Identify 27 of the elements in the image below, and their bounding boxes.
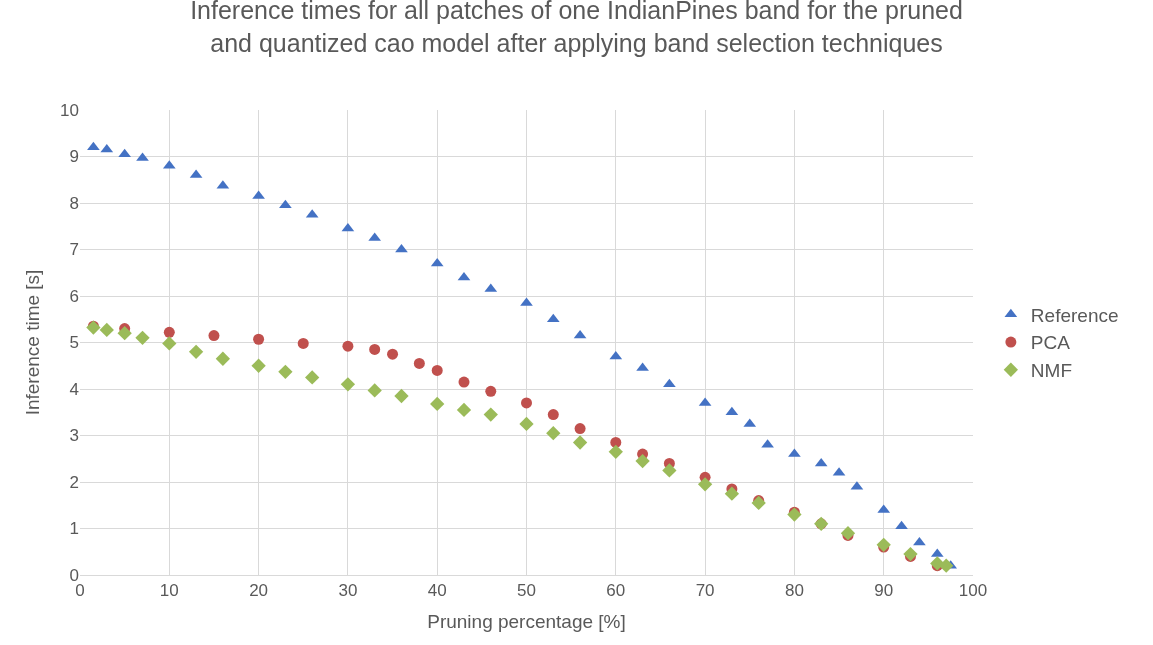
- y-tick-label: 6: [69, 286, 79, 306]
- x-tick-label: 40: [427, 581, 447, 601]
- y-tick-label: 2: [69, 472, 79, 492]
- y-tick-label: 8: [69, 193, 79, 213]
- x-tick-label: 80: [784, 581, 804, 601]
- y-tick-label: 7: [69, 240, 79, 260]
- x-tick-label: 20: [249, 581, 269, 601]
- x-tick-label: 10: [159, 581, 179, 601]
- x-tick-label: 60: [606, 581, 626, 601]
- legend-label: PCA: [1030, 332, 1071, 354]
- chart-title: Inference times for all patches of one IndianPines band for the pruned and quantized cao model after applying band selection techniques: [190, 0, 963, 57]
- x-tick-label: 50: [517, 581, 536, 601]
- legend-label: NMF: [1030, 360, 1073, 382]
- y-tick-label: 5: [69, 333, 79, 353]
- y-tick-label: 3: [69, 426, 79, 446]
- legend-label: Reference: [1030, 304, 1119, 326]
- x-axis-title: Pruning percentage [%]: [427, 611, 626, 633]
- y-tick-label: 10: [60, 100, 79, 120]
- x-tick-label: 70: [695, 581, 715, 601]
- y-tick-label: 1: [69, 519, 79, 539]
- y-tick-label: 9: [69, 147, 79, 167]
- x-tick-label: 30: [338, 581, 358, 601]
- y-tick-label: 0: [69, 565, 79, 585]
- x-tick-label: 90: [874, 581, 894, 601]
- y-tick-label: 4: [69, 379, 79, 399]
- x-tick-label: 100: [958, 581, 988, 601]
- y-axis-title: Inference time [s]: [21, 269, 43, 416]
